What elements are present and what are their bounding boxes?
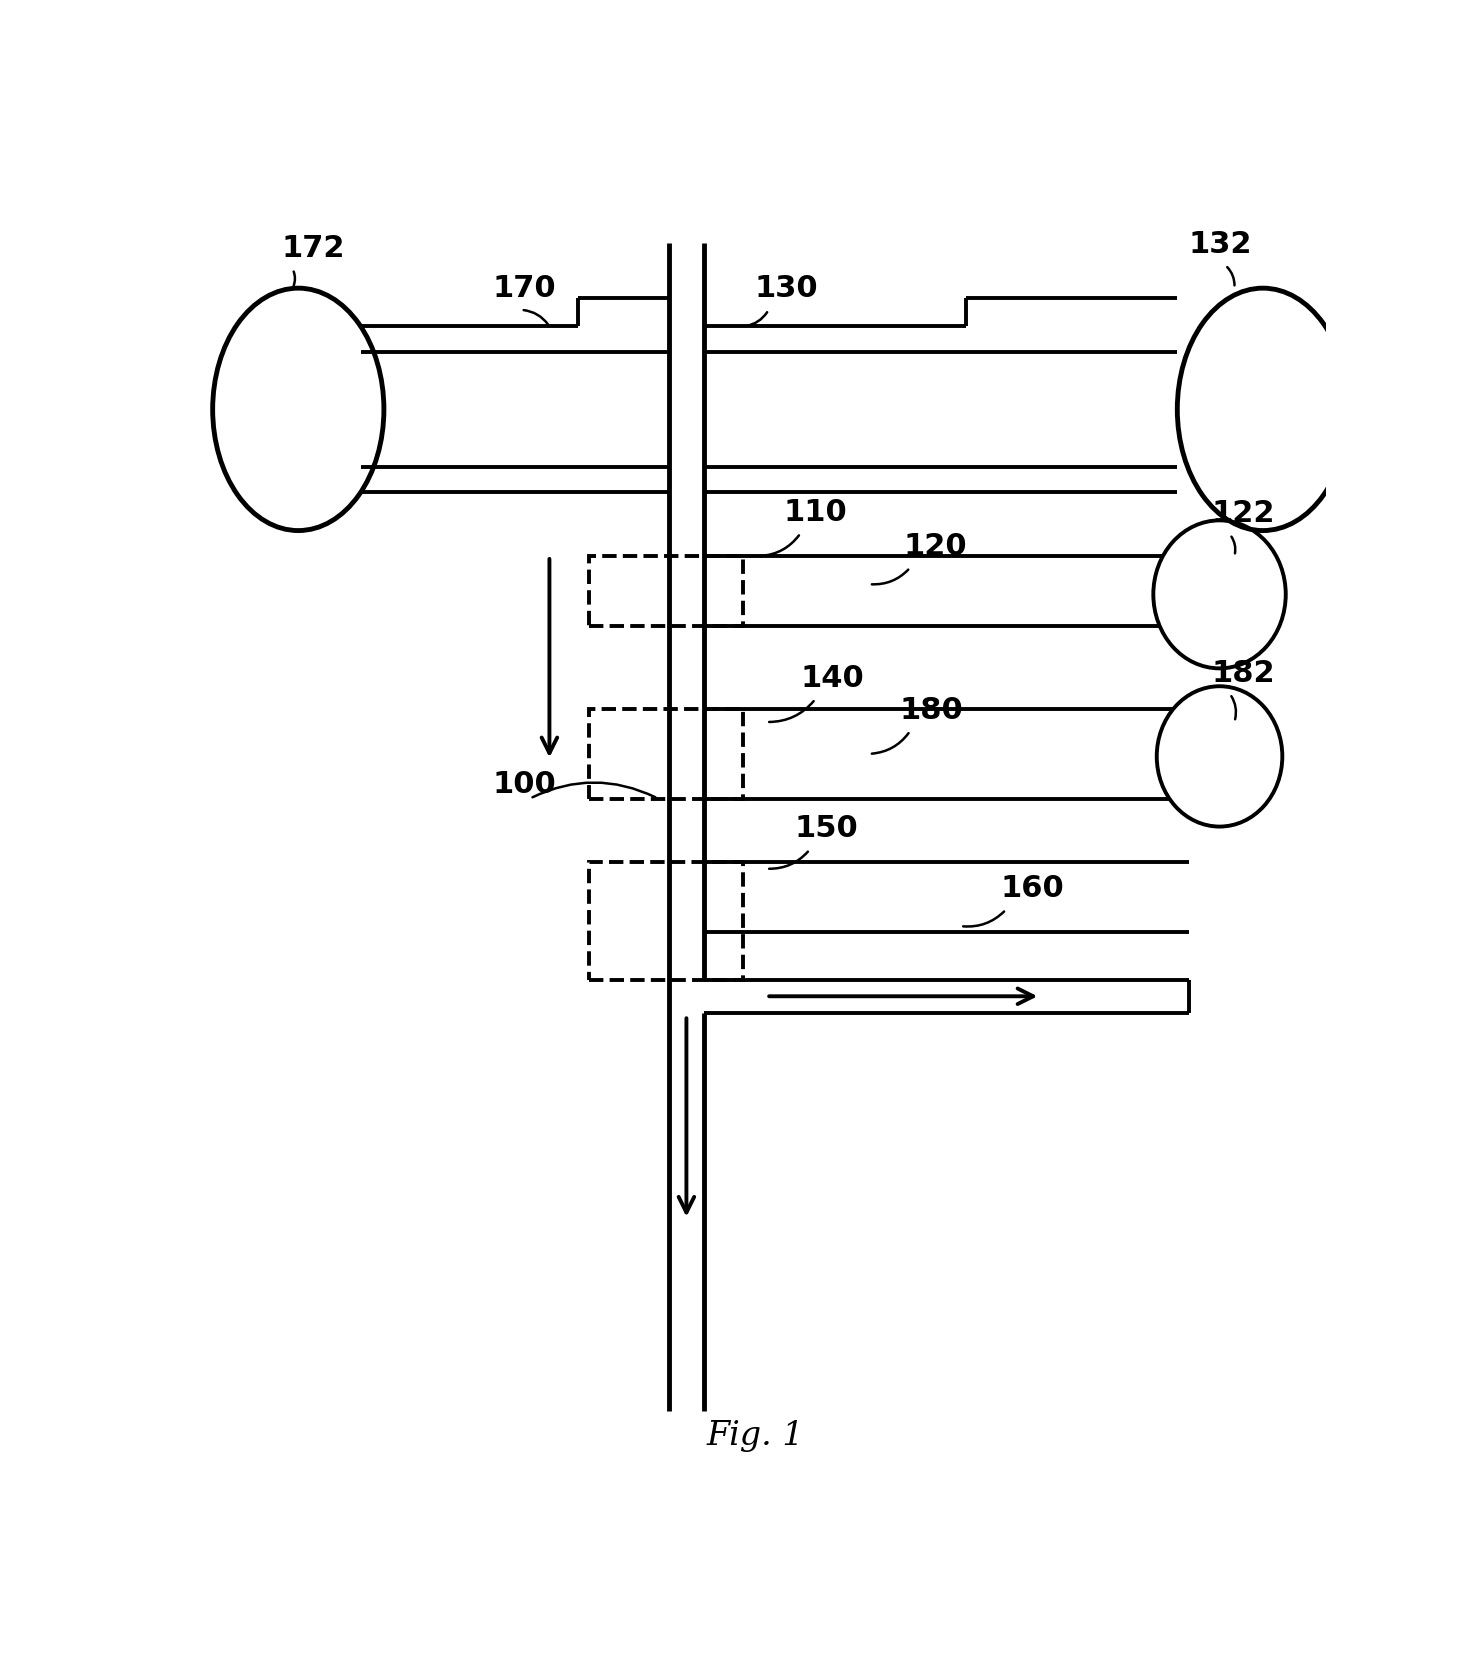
Text: 122: 122 [1211, 499, 1276, 529]
Text: 120: 120 [903, 532, 966, 562]
Text: 182: 182 [1211, 658, 1276, 688]
Text: 140: 140 [801, 663, 865, 693]
Text: 130: 130 [754, 275, 819, 303]
Text: 172: 172 [281, 234, 345, 262]
Text: 180: 180 [900, 696, 963, 724]
Text: Fig. 1: Fig. 1 [706, 1420, 804, 1453]
Text: 132: 132 [1189, 230, 1252, 258]
Text: 160: 160 [1000, 875, 1064, 903]
Text: 170: 170 [492, 275, 555, 303]
Text: 100: 100 [492, 769, 557, 799]
Text: 150: 150 [795, 814, 859, 843]
Text: 110: 110 [784, 497, 847, 527]
